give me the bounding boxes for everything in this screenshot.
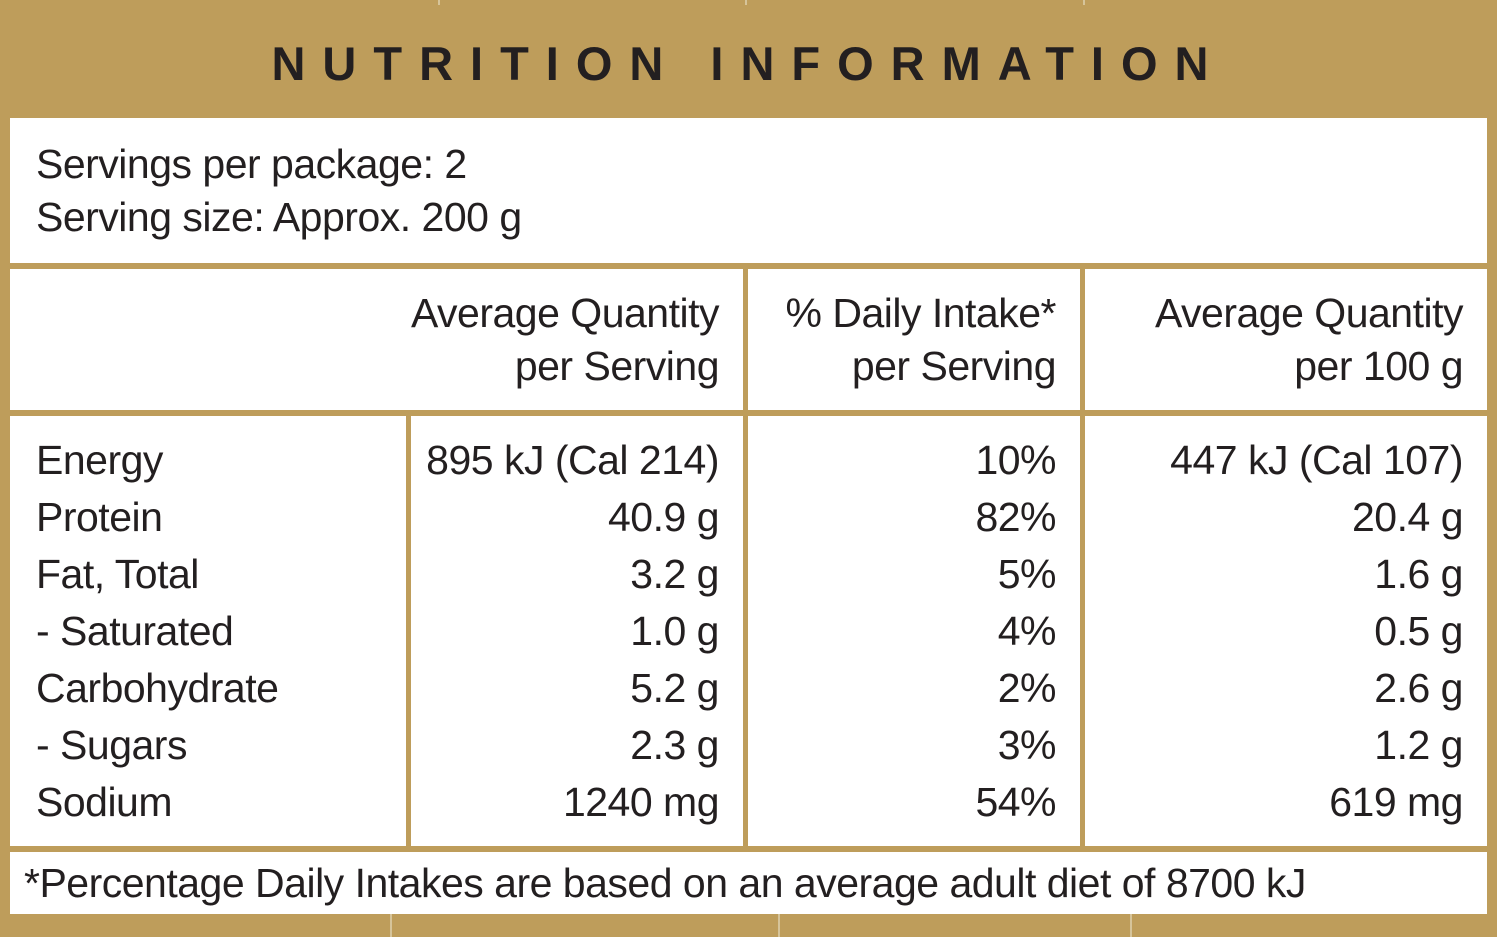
value-per-serving: 895 kJ (Cal 214) [426,437,719,483]
nutrient-name: - Saturated [36,608,234,654]
value-daily-intake: 3% [997,722,1057,768]
title-band: NUTRITION INFORMATION [0,0,1497,118]
column-divider [406,416,411,846]
value-daily-intake: 5% [997,551,1057,597]
column-header-line: % Daily Intake* [785,289,1056,336]
value-daily-intake: 10% [975,437,1056,483]
column-divider [743,416,748,846]
value-per-serving: 3.2 g [630,551,719,597]
bottom-bar-seam [1130,914,1132,937]
value-per-serving: 1.0 g [630,608,719,654]
table-header-row: Average Quantity per Serving % Daily Int… [10,269,1487,410]
table-row: Carbohydrate 5.2 g 2% 2.6 g [10,660,1487,717]
footnote-section: *Percentage Daily Intakes are based on a… [10,852,1487,914]
page-title: NUTRITION INFORMATION [271,36,1226,90]
value-daily-intake: 4% [997,608,1057,654]
nutrient-name: Energy [36,437,163,483]
column-header-line: per 100 g [1294,342,1463,389]
table-row: - Saturated 1.0 g 4% 0.5 g [10,603,1487,660]
nutrient-rows-container: Energy 895 kJ (Cal 214) 10% 447 kJ (Cal … [10,432,1487,831]
nutrient-name: Protein [36,494,163,540]
value-daily-intake: 82% [975,494,1056,540]
value-per-100g: 2.6 g [1374,665,1463,711]
nutrient-name: - Sugars [36,722,187,768]
label-body: Servings per package: 2 Serving size: Ap… [10,118,1487,914]
top-bar-seam [1083,0,1085,5]
daily-intake-footnote: *Percentage Daily Intakes are based on a… [24,859,1306,906]
serving-info-section: Servings per package: 2 Serving size: Ap… [10,118,1487,263]
column-header-line: Average Quantity [1154,289,1464,336]
top-bar-seam [438,0,440,5]
column-header-daily-intake-per-serving: % Daily Intake* per Serving [743,269,1080,410]
nutrient-name: Fat, Total [36,551,199,597]
column-header-line: per Serving [851,342,1057,389]
nutrition-table-body: Energy 895 kJ (Cal 214) 10% 447 kJ (Cal … [10,416,1487,846]
value-per-serving: 5.2 g [630,665,719,711]
table-row: Fat, Total 3.2 g 5% 1.6 g [10,546,1487,603]
table-row: Sodium 1240 mg 54% 619 mg [10,774,1487,831]
column-header-avg-quantity-per-serving: Average Quantity per Serving [10,269,743,410]
value-per-100g: 1.6 g [1374,551,1463,597]
serving-size-text: Serving size: Approx. 200 g [36,194,522,240]
column-header-avg-quantity-per-100g: Average Quantity per 100 g [1080,269,1487,410]
value-per-100g: 1.2 g [1374,722,1463,768]
value-daily-intake: 54% [975,779,1056,825]
value-per-serving: 40.9 g [608,494,720,540]
value-per-serving: 2.3 g [630,722,719,768]
value-per-100g: 619 mg [1329,779,1463,825]
value-per-100g: 0.5 g [1374,608,1463,654]
nutrient-name: Carbohydrate [36,665,279,711]
nutrient-name: Sodium [36,779,173,825]
top-bar-seam [745,0,747,5]
column-divider [1080,416,1085,846]
table-row: Protein 40.9 g 82% 20.4 g [10,489,1487,546]
value-per-100g: 20.4 g [1352,494,1464,540]
table-row: Energy 895 kJ (Cal 214) 10% 447 kJ (Cal … [10,432,1487,489]
value-per-100g: 447 kJ (Cal 107) [1170,437,1463,483]
bottom-bar-seam [390,914,392,937]
table-row: - Sugars 2.3 g 3% 1.2 g [10,717,1487,774]
value-daily-intake: 2% [997,665,1057,711]
value-per-serving: 1240 mg [562,779,720,825]
column-header-line: Average Quantity [410,289,720,336]
servings-per-package-text: Servings per package: 2 [36,141,467,187]
column-header-line: per Serving [514,342,720,389]
bottom-bar-seam [778,914,780,937]
